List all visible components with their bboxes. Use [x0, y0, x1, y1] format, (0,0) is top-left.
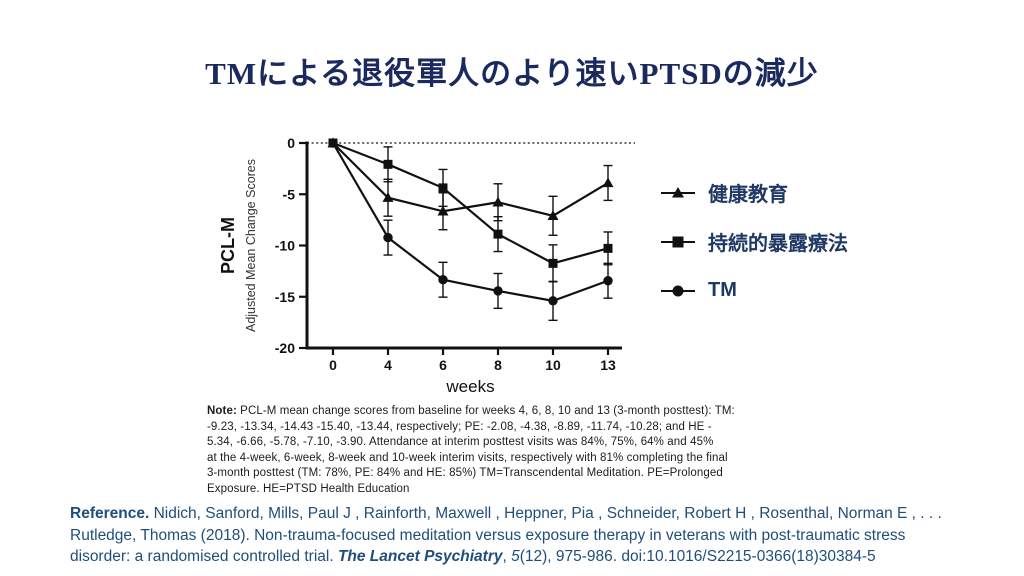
note-block: Note: PCL-M mean change scores from base… — [207, 404, 847, 497]
data-point-square — [328, 138, 338, 148]
legend-label: 持続的暴露療法 — [708, 233, 848, 255]
chart-canvas: 0 -5 -10 -15 -20 0 4 6 8 10 13 weeks PCL-M Adjusted M… — [218, 135, 635, 396]
data-point-triangle — [492, 196, 504, 207]
note-line: 5.34, -6.66, -5.78, -7.10, -3.90. Attend… — [207, 436, 714, 448]
series-line-triangle — [332, 142, 609, 217]
x-tick-label: 8 — [494, 357, 502, 373]
legend-item-health-education: 健康教育 — [660, 168, 848, 217]
legend-label: TM — [708, 279, 737, 301]
data-point-triangle — [547, 210, 559, 220]
reference-line: Reference. Nidich, Sanford, Mills, Paul … — [70, 505, 942, 522]
note-line: 3-month posttest (TM: 78%, PE: 84% and H… — [207, 467, 723, 479]
data-point-circle — [493, 286, 503, 296]
data-point-circle — [603, 276, 613, 286]
data-point-square — [548, 258, 558, 268]
y-tick-label: -5 — [283, 186, 296, 202]
y-axis-label-primary: PCL-M — [218, 217, 238, 274]
reference-line: Rutledge, Thomas (2018). Non-trauma-focu… — [70, 526, 906, 544]
x-tick-label: 13 — [600, 357, 616, 373]
note-line: -9.23, -13.34, -14.43 -15.40, -13.44, re… — [207, 420, 712, 433]
data-point-square — [603, 243, 613, 253]
chart-legend: 健康教育 持続的暴露療法 TM — [660, 168, 848, 315]
y-tick-label: -10 — [275, 238, 295, 254]
data-point-square — [438, 183, 448, 193]
y-axis-label-secondary: Adjusted Mean Change Scores — [244, 159, 258, 332]
pcl-m-chart: 0 -5 -10 -15 -20 0 4 6 8 10 13 weeks PCL-M Adjusted M… — [198, 116, 648, 411]
y-tick-label: -15 — [275, 289, 295, 305]
data-point-triangle — [602, 177, 614, 188]
x-tick-label: 6 — [439, 357, 447, 373]
legend-item-prolonged-exposure: 持続的暴露療法 — [660, 217, 848, 266]
data-point-triangle — [382, 192, 394, 202]
circle-marker-icon — [661, 285, 695, 296]
x-tick-label: 4 — [384, 357, 392, 373]
legend-item-tm: TM — [660, 266, 848, 315]
triangle-marker-icon — [661, 186, 695, 197]
note-line: Exposure. HE=PTSD Health Education — [207, 482, 410, 495]
reference-block: Reference. Nidich, Sanford, Mills, Paul … — [70, 503, 980, 568]
data-point-square — [383, 159, 393, 169]
data-point-circle — [548, 296, 558, 306]
slide-title: TMによる退役軍人のより速いPTSDの減少 — [205, 56, 819, 91]
series-line-square — [332, 141, 609, 265]
note-line: Note: PCL-M mean change scores from base… — [207, 405, 735, 417]
data-point-triangle — [437, 205, 449, 216]
y-tick-label: 0 — [287, 135, 295, 151]
data-point-square — [493, 229, 503, 239]
y-tick-label: -20 — [275, 340, 295, 356]
x-tick-label: 0 — [329, 357, 337, 373]
legend-label: 健康教育 — [708, 184, 788, 206]
note-line: at the 4-week, 6-week, 8-week and 10-wee… — [207, 451, 728, 464]
square-marker-icon — [661, 236, 695, 247]
data-point-circle — [438, 275, 448, 285]
x-tick-label: 10 — [545, 357, 561, 373]
data-point-circle — [383, 232, 393, 243]
reference-line: disorder: a randomised controlled trial.… — [70, 548, 876, 565]
series-line-circle — [332, 142, 609, 302]
x-axis-label: weeks — [445, 377, 494, 396]
